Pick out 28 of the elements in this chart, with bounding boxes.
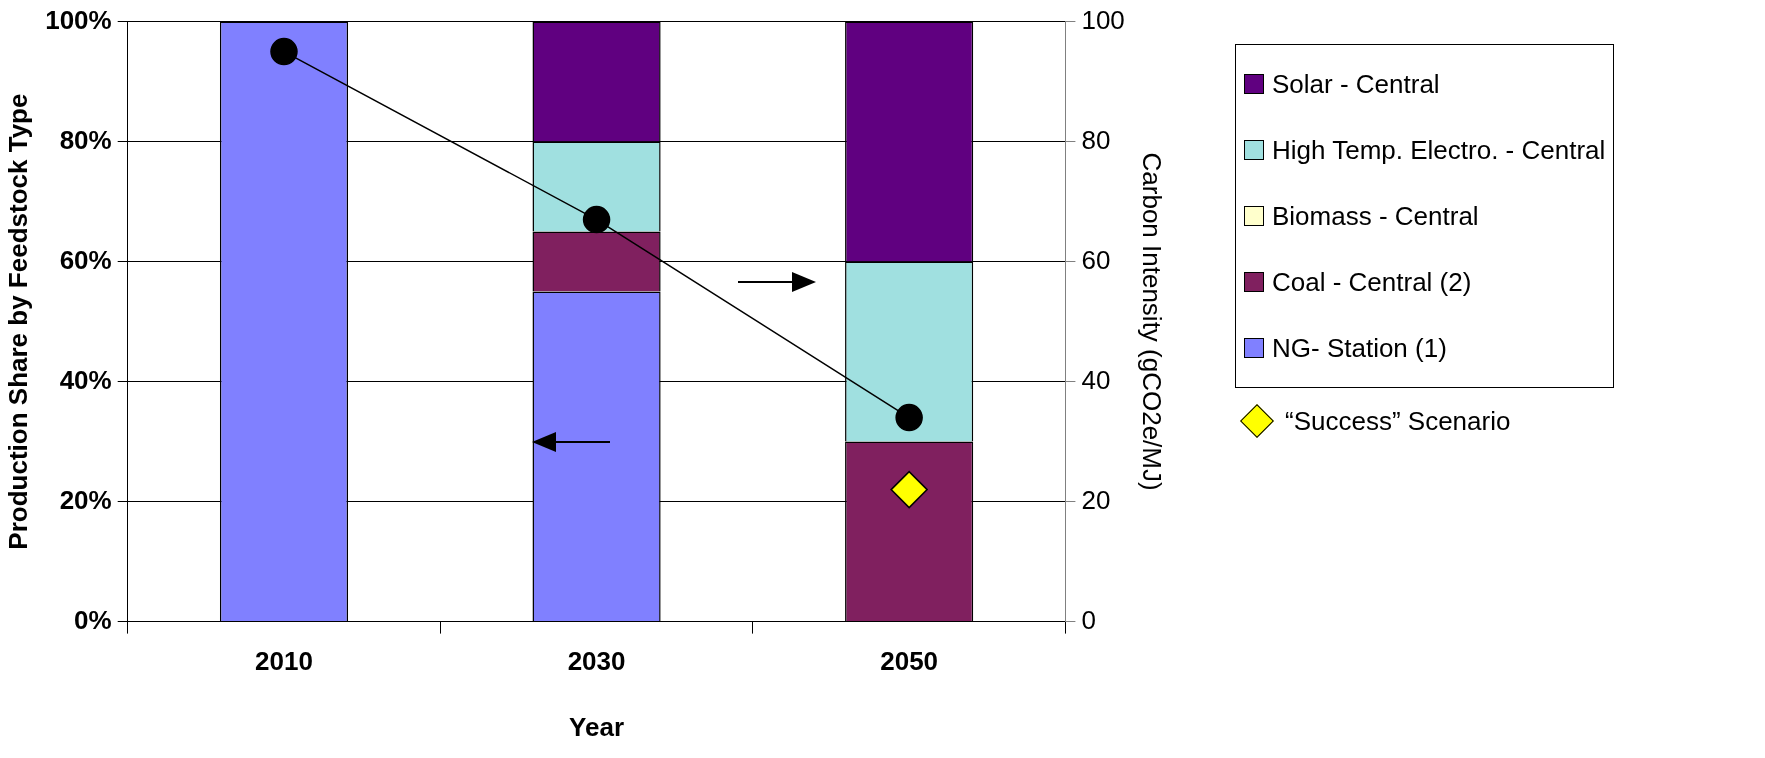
y-tick-label: 100% xyxy=(45,4,112,35)
legend-label: Solar - Central xyxy=(1272,68,1440,100)
x-tick-label: 2050 xyxy=(880,646,939,677)
y-tick-label: 0% xyxy=(74,604,112,635)
legend-label: Biomass - Central xyxy=(1272,200,1479,232)
x-axis-title: Year xyxy=(569,711,625,742)
y-tick-label: 40% xyxy=(59,364,112,395)
legend-label: Coal - Central (2) xyxy=(1272,266,1472,298)
x-tick-label: 2030 xyxy=(567,646,626,677)
y2-tick-label: 100 xyxy=(1081,4,1125,35)
point xyxy=(890,470,928,509)
y2-tick-label: 0 xyxy=(1081,604,1096,635)
y2-tick-label: 40 xyxy=(1081,364,1111,395)
point xyxy=(582,205,611,234)
point xyxy=(270,37,298,66)
legend-label: NG- Station (1) xyxy=(1272,332,1447,364)
y2-tick-label: 60 xyxy=(1081,244,1111,275)
x-tick-label: 2010 xyxy=(255,646,313,677)
y-axis-title: Production Share by Feedstock Type xyxy=(2,93,33,550)
y-tick-label: 60% xyxy=(59,244,112,275)
legend-label: High Temp. Electro. - Central xyxy=(1272,134,1606,166)
legend-label: “Success” Scenario xyxy=(1285,405,1511,437)
y2-tick-label: 20 xyxy=(1081,484,1111,515)
y2-tick-label: 80 xyxy=(1081,124,1111,155)
y-tick-label: 80% xyxy=(59,124,112,155)
point xyxy=(895,403,923,432)
y-tick-label: 20% xyxy=(59,484,112,515)
y2-axis-title: Carbon Intensity (gCO2e/MJ) xyxy=(1137,152,1168,491)
